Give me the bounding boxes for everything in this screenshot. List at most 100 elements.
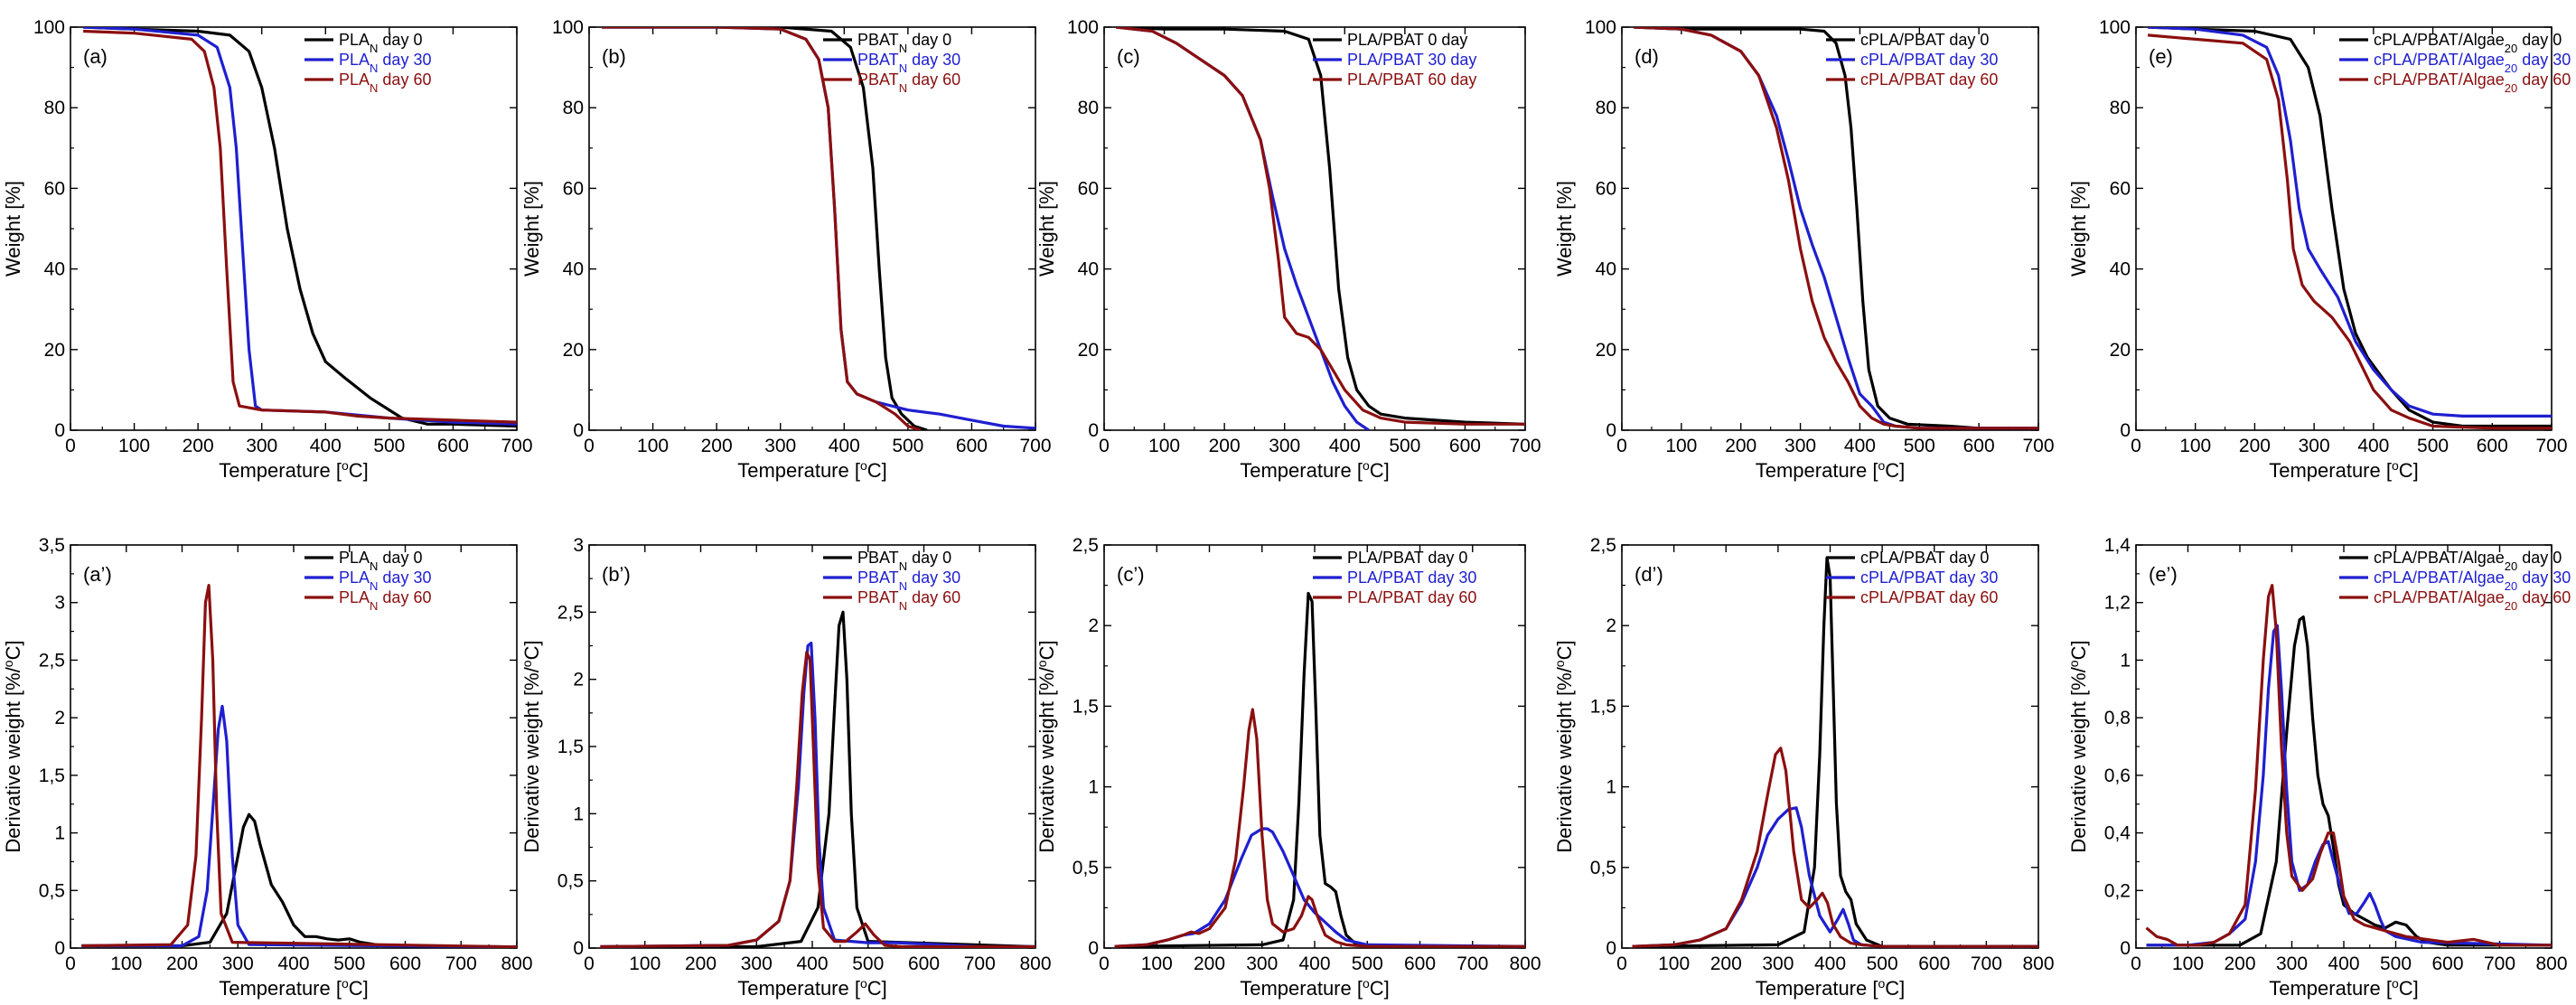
legend-entry-text-end: day 30 (378, 568, 431, 587)
legend-entry-text: PLA/PBAT 60 day (1347, 70, 1476, 89)
legend-entry-text-end: day 60 (2517, 588, 2571, 606)
x-tick-label: 800 (2022, 953, 2054, 974)
y-axis-title-superscript: o (1, 660, 15, 667)
legend-entry-subscript: 20 (2505, 579, 2517, 593)
y-tick-label: 60 (1078, 178, 1099, 199)
x-axis-title-text: Temperature [ (737, 977, 860, 1000)
legend-entry: PLAN day 60 (339, 588, 431, 613)
x-tick-label: 500 (373, 436, 405, 456)
x-tick-label: 700 (2022, 436, 2054, 456)
legend-entry-text-end: day 30 (907, 51, 960, 69)
y-tick-label: 100 (33, 17, 65, 38)
legend-entry-subscript: N (899, 579, 907, 593)
legend-entry-text: PBAT (857, 588, 899, 606)
y-tick-label: 1,2 (2104, 593, 2131, 614)
x-axis-title: Temperature [oC] (1240, 976, 1390, 1000)
x-axis-title-text: Temperature [ (1240, 459, 1363, 482)
series-line-3 (602, 27, 922, 430)
y-tick-label: 80 (2110, 98, 2131, 118)
x-axis-title-text: Temperature [ (2269, 459, 2392, 482)
x-tick-label: 600 (389, 953, 421, 974)
y-tick-label: 0 (54, 938, 65, 959)
legend-entry-text: PBAT (857, 31, 899, 49)
y-axis-title-superscript: o (2066, 660, 2081, 667)
y-axis-title-superscript: o (1035, 660, 1049, 667)
x-tick-label: 300 (1784, 436, 1816, 456)
x-axis-title: Temperature [oC] (1240, 458, 1390, 482)
legend-entry-text-end: day 60 (378, 70, 431, 89)
x-tick-label: 400 (2328, 953, 2359, 974)
legend-entry-text: PBAT (857, 568, 899, 587)
x-tick-label: 700 (1971, 953, 2002, 974)
x-tick-label: 100 (1665, 436, 1697, 456)
x-tick-label: 600 (1963, 436, 1995, 456)
x-axis-title: Temperature [oC] (1756, 458, 1906, 482)
legend-entry-text-end: day 0 (378, 549, 422, 567)
x-tick-label: 200 (2224, 953, 2255, 974)
x-tick-label: 300 (246, 436, 277, 456)
y-axis-title-text-end: C] (1553, 640, 1576, 660)
x-tick-label: 700 (1457, 953, 1488, 974)
y-tick-label: 40 (2110, 259, 2131, 280)
legend-entry-text: PBAT (857, 70, 899, 89)
y-axis-title-text-end: C] (2, 640, 24, 660)
y-axis-title-text: Derivative weight [%/ (2, 666, 24, 852)
panel-7: 0 100 200 300 400 500 600 700 800 0 0,5 1 1,5 2 2,5 3 Te… (520, 535, 1052, 1000)
x-tick-label: 600 (1449, 436, 1481, 456)
x-axis-title: Temperature [oC] (737, 976, 887, 1000)
x-tick-label: 400 (1844, 436, 1876, 456)
x-axis-title-text: Temperature [ (1240, 977, 1363, 1000)
y-axis-title: Derivative weight [%/oC] (520, 640, 543, 852)
x-tick-label: 500 (1352, 953, 1383, 974)
x-tick-label: 100 (2172, 953, 2204, 974)
legend-entry: cPLA/PBAT day 0 (1860, 31, 1989, 49)
y-axis-title: Derivative weight [%/oC] (1035, 640, 1058, 852)
panel-1: 0 100 200 300 400 500 600 700 0 20 40 60 80 100 Temper… (2, 17, 533, 482)
y-tick-label: 0,8 (2104, 708, 2131, 728)
series-line-3 (1114, 708, 1525, 948)
legend-entry-subscript: N (370, 579, 378, 593)
x-axis-title-superscript: o (1878, 458, 1885, 473)
legend-entry-subscript: N (370, 559, 378, 573)
legend-entry: PLA/PBAT 60 day (1347, 70, 1476, 89)
x-tick-label: 500 (852, 953, 884, 974)
x-tick-label: 600 (2431, 953, 2463, 974)
x-axis-title-text-end: C] (1885, 459, 1905, 482)
series-line-1 (1632, 556, 2038, 948)
y-tick-label: 40 (44, 259, 65, 280)
x-axis-title-superscript: o (2392, 976, 2399, 991)
x-tick-label: 200 (1194, 953, 1225, 974)
x-tick-label: 400 (310, 436, 342, 456)
x-axis-title-text-end: C] (349, 977, 369, 1000)
x-tick-label: 400 (1298, 953, 1330, 974)
y-tick-label: 2,5 (1073, 535, 1099, 556)
y-tick-label: 1 (54, 823, 65, 844)
series-line-1 (602, 27, 928, 430)
x-tick-label: 700 (445, 953, 477, 974)
x-axis-title-superscript: o (1363, 976, 1370, 991)
x-tick-label: 0 (2131, 436, 2141, 456)
legend-entry-text: PLA (339, 568, 370, 587)
legend-entry-text: cPLA/PBAT/Algae (2374, 588, 2505, 606)
x-tick-label: 600 (908, 953, 940, 974)
legend-entry-text-end: day 30 (907, 568, 960, 587)
y-tick-label: 2,5 (1590, 535, 1616, 556)
y-tick-label: 0,5 (1073, 858, 1099, 878)
x-tick-label: 0 (1616, 953, 1627, 974)
x-axis-title-text: Temperature [ (219, 459, 342, 482)
x-tick-label: 600 (437, 436, 469, 456)
y-tick-label: 2,5 (39, 650, 65, 671)
y-axis-title: Weight [%] (2, 181, 24, 277)
y-tick-label: 40 (563, 259, 584, 280)
plot-frame (70, 544, 518, 949)
legend-entry-text: PLA (339, 51, 370, 69)
x-axis-title: Temperature [oC] (2269, 976, 2419, 1000)
x-tick-label: 100 (629, 953, 660, 974)
panel-4: 0 100 200 300 400 500 600 700 0 20 40 60 80 100 Temper… (1553, 17, 2055, 482)
y-tick-label: 0 (2120, 420, 2131, 441)
legend-entry-text: PLA/PBAT 0 day (1347, 31, 1467, 49)
legend-entry-subscript: 20 (2505, 81, 2517, 95)
legend-entry-text-end: day 0 (378, 31, 422, 49)
y-tick-label: 20 (2110, 340, 2131, 361)
legend-entry-text-end: day 0 (2517, 549, 2562, 567)
